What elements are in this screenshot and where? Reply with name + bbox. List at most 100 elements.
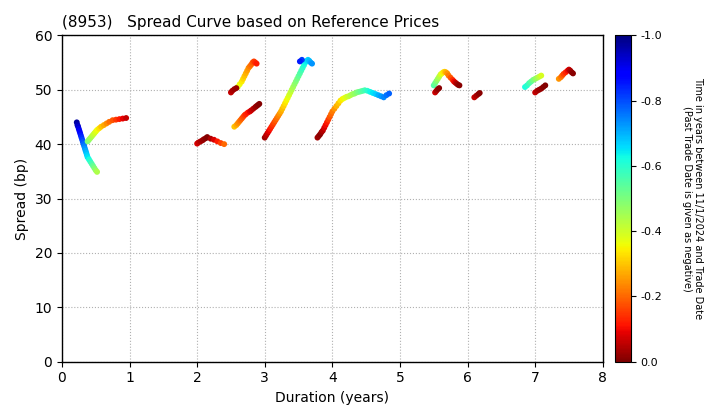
Point <box>320 122 331 129</box>
Point <box>353 89 364 95</box>
Point <box>290 78 302 85</box>
Point <box>74 130 86 136</box>
Point <box>300 59 311 66</box>
Point <box>364 89 376 95</box>
Point <box>281 97 292 104</box>
X-axis label: Duration (years): Duration (years) <box>275 391 390 405</box>
Point <box>218 141 230 147</box>
Point <box>295 67 307 74</box>
Point <box>315 131 326 138</box>
Point <box>261 132 272 139</box>
Point <box>359 87 371 94</box>
Point <box>81 152 93 158</box>
Point <box>312 134 323 141</box>
Point <box>343 93 354 100</box>
Point <box>317 127 328 134</box>
Point <box>236 115 248 122</box>
Point <box>523 80 535 87</box>
Point <box>563 66 575 73</box>
Point <box>236 78 248 85</box>
Point <box>73 123 84 130</box>
Point <box>447 76 459 83</box>
Point <box>266 123 277 130</box>
Point <box>98 122 109 129</box>
Point <box>197 137 208 144</box>
Point <box>77 139 89 145</box>
Point <box>84 158 96 165</box>
Point <box>441 70 453 77</box>
Point <box>323 116 334 123</box>
Point <box>76 136 88 143</box>
Text: (8953)   Spread Curve based on Reference Prices: (8953) Spread Curve based on Reference P… <box>62 15 439 30</box>
Point <box>82 154 94 160</box>
Point <box>243 65 254 71</box>
Point <box>357 87 369 94</box>
Point <box>75 132 86 139</box>
Point <box>84 156 95 163</box>
Point <box>87 163 99 169</box>
Point <box>192 140 203 147</box>
Point <box>558 71 570 77</box>
Point <box>208 136 220 143</box>
Point <box>193 139 204 146</box>
Point <box>94 125 105 132</box>
Point <box>302 56 314 63</box>
Point <box>194 138 206 145</box>
Point <box>449 79 461 86</box>
Point <box>355 88 366 95</box>
Point <box>438 68 450 75</box>
Point <box>248 105 259 112</box>
Point <box>534 74 545 80</box>
Point <box>76 134 87 141</box>
Point <box>553 76 564 82</box>
Point <box>471 92 482 99</box>
Point <box>328 105 340 112</box>
Point <box>304 58 315 64</box>
Point <box>86 160 97 167</box>
Point <box>267 121 279 128</box>
Point <box>242 109 253 116</box>
Point <box>527 76 539 83</box>
Point <box>235 117 246 123</box>
Point <box>286 87 297 93</box>
Point <box>72 122 84 129</box>
Point <box>238 113 249 120</box>
Point <box>282 94 294 101</box>
Point <box>284 89 296 96</box>
Point <box>435 71 446 78</box>
Y-axis label: Time in years between 11/1/2024 and Trade Date
(Past Trade Date is given as nega: Time in years between 11/1/2024 and Trad… <box>682 77 703 320</box>
Point <box>279 100 291 107</box>
Point <box>250 104 261 110</box>
Point <box>240 111 251 118</box>
Point <box>200 135 212 142</box>
Point <box>292 76 303 82</box>
Point <box>436 70 448 77</box>
Point <box>73 126 84 132</box>
Point <box>341 93 352 100</box>
Point <box>261 130 273 136</box>
Point <box>472 91 484 97</box>
Point <box>454 82 465 89</box>
Point <box>562 67 573 74</box>
Point <box>215 140 227 147</box>
Point <box>120 115 132 121</box>
Point <box>318 124 330 131</box>
Point <box>443 72 454 79</box>
Point <box>432 76 444 82</box>
Point <box>327 108 338 115</box>
Point <box>429 80 441 87</box>
Point <box>80 147 91 154</box>
Point <box>428 82 439 89</box>
Point <box>555 74 567 81</box>
Point <box>95 123 107 130</box>
Point <box>526 78 537 85</box>
Point <box>84 136 95 143</box>
Point <box>539 82 551 89</box>
Point <box>114 116 125 123</box>
Point <box>375 93 387 100</box>
Point <box>274 110 285 117</box>
Point <box>566 69 577 76</box>
Point <box>202 134 213 140</box>
Point <box>301 58 312 64</box>
Point <box>381 92 392 99</box>
